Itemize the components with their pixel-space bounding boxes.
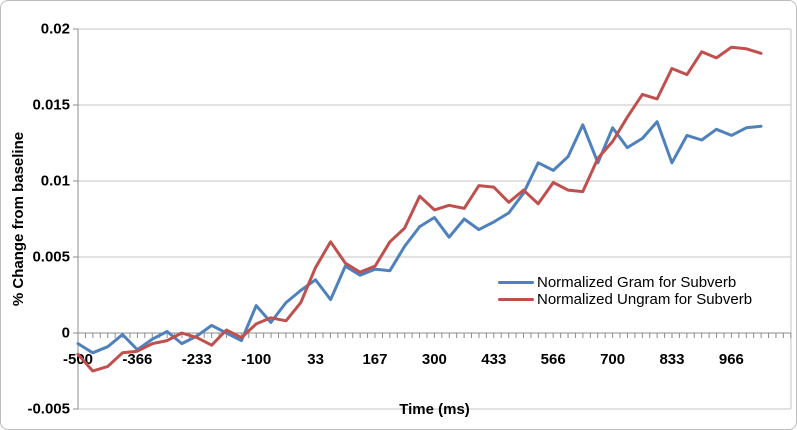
x-tick-label: -100: [241, 351, 271, 368]
series-line-ungram: [76, 45, 763, 373]
x-tick-label: 833: [659, 351, 684, 368]
legend-label-gram: Normalized Gram for Subverb: [537, 274, 737, 291]
x-tick-label: -366: [122, 351, 152, 368]
x-tick-label: 966: [719, 351, 744, 368]
legend-label-ungram: Normalized Ungram for Subverb: [537, 291, 753, 308]
legend: Normalized Gram for Subverb Normalized U…: [498, 274, 752, 308]
x-tick-label: 433: [481, 351, 506, 368]
x-tick-label: 33: [307, 351, 324, 368]
legend-item-ungram: Normalized Ungram for Subverb: [498, 291, 752, 308]
x-tick-label: 566: [541, 351, 566, 368]
y-axis-title: % Change from baseline: [10, 131, 27, 307]
x-axis-title: Time (ms): [399, 401, 470, 418]
legend-swatch-gram-line: [498, 280, 534, 285]
legend-swatch-ungram-line: [498, 297, 534, 302]
y-tick-label: 0.01: [41, 173, 70, 190]
y-tick-label: -0.005: [27, 401, 70, 418]
y-tick-label: 0: [62, 325, 70, 342]
y-tick-label: 0.005: [32, 249, 70, 266]
x-tick-label: 700: [600, 351, 625, 368]
series-line-gram: [76, 120, 763, 355]
x-tick-label: 167: [362, 351, 387, 368]
x-tick-label: 300: [422, 351, 447, 368]
legend-item-gram: Normalized Gram for Subverb: [498, 274, 752, 291]
x-tick-label: -233: [182, 351, 212, 368]
y-tick-label: 0.015: [32, 97, 70, 114]
y-tick-label: 0.02: [41, 21, 70, 38]
